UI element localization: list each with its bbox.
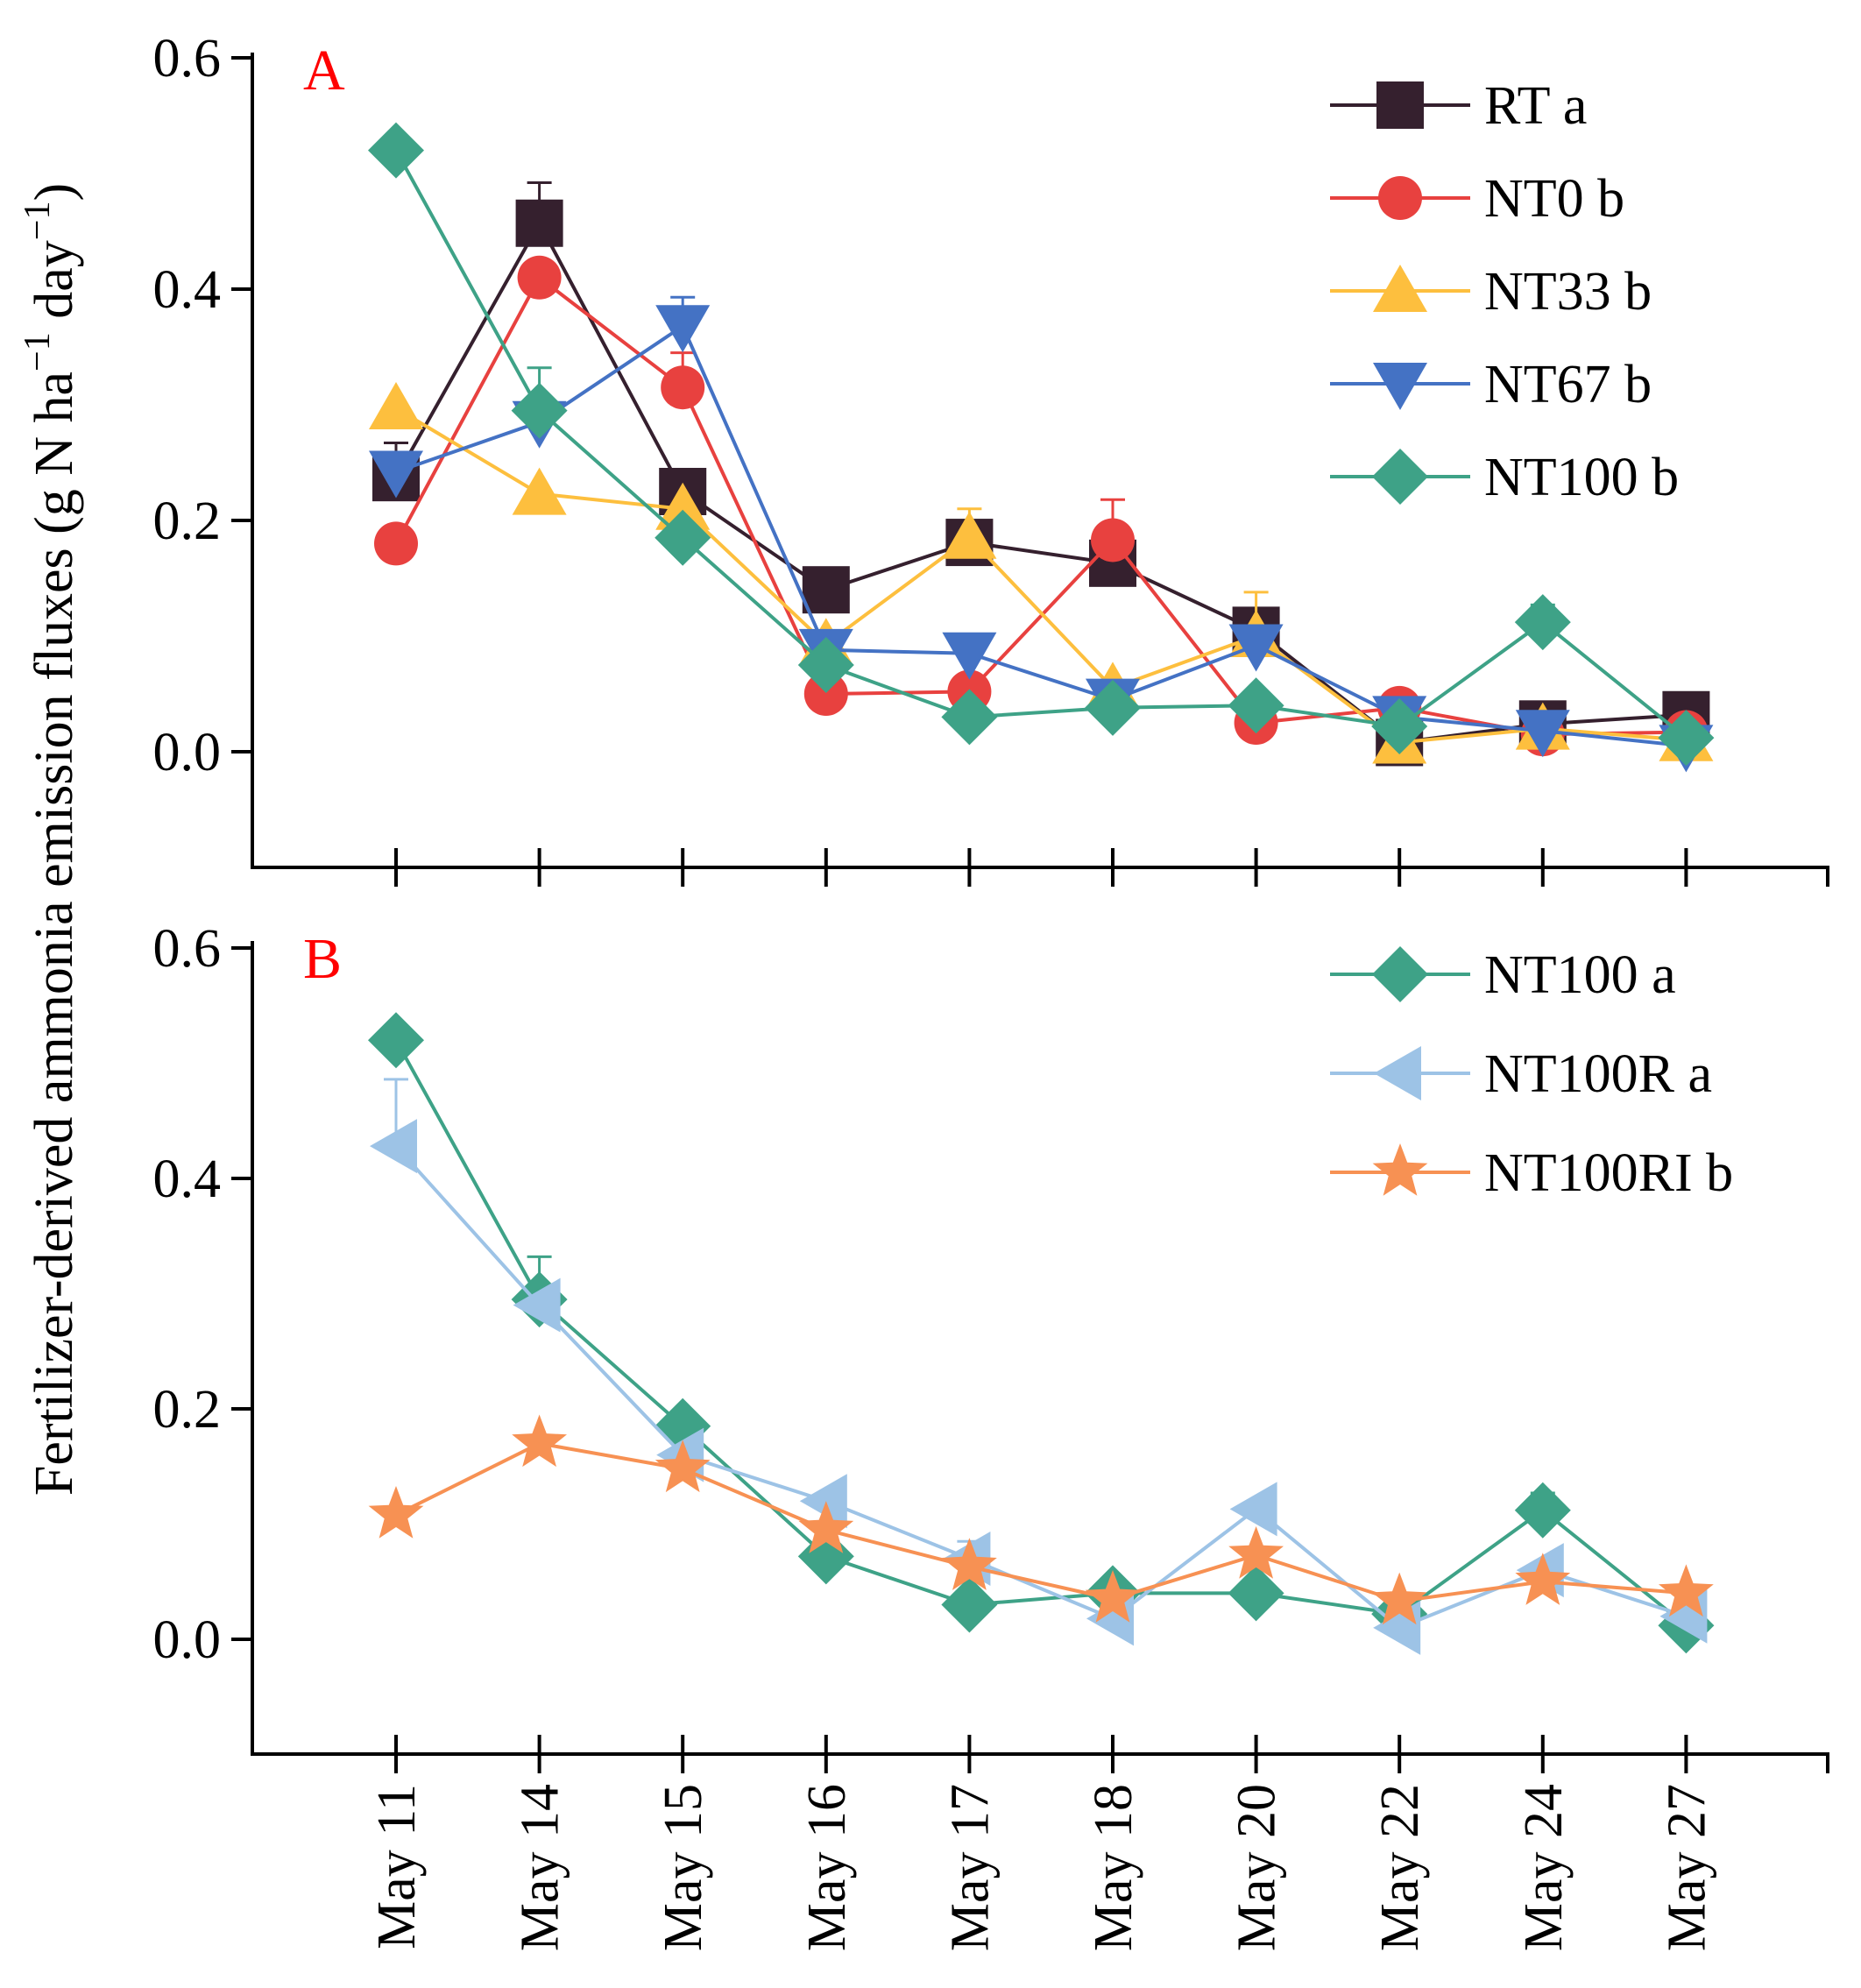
y-tick-label: 0.6 (153, 29, 222, 88)
legend-label: NT33 b (1484, 262, 1652, 322)
data-point (655, 1440, 711, 1493)
legend-marker (1378, 176, 1422, 220)
series-line (394, 1144, 1688, 1631)
data-point (1371, 697, 1428, 754)
data-point (655, 482, 711, 530)
series-nt100ri-b (368, 1414, 1714, 1625)
data-point (370, 1119, 417, 1174)
series-line (394, 274, 1687, 737)
data-point (369, 381, 423, 429)
data-point (1514, 1482, 1571, 1539)
legend: RT a NT0 b NT33 b NT67 b NT100 b (1330, 76, 1679, 507)
data-point (368, 1012, 424, 1069)
legend-marker (1374, 1046, 1421, 1100)
data-point (512, 1414, 567, 1468)
y-tick-label: 0.0 (153, 1610, 222, 1670)
data-point (374, 521, 418, 566)
data-point (368, 122, 424, 179)
x-tick-label: May 22 (1370, 1784, 1430, 1951)
y-tick-label: 0.4 (153, 1150, 222, 1209)
data-point (512, 467, 567, 515)
legend-marker (1373, 265, 1427, 312)
series-line (394, 407, 1687, 745)
legend: NT100 a NT100R a NT100RI b (1330, 945, 1733, 1203)
data-point (369, 450, 423, 499)
data-point (1228, 624, 1284, 672)
data-point (942, 632, 997, 680)
data-point (803, 672, 848, 716)
data-point (941, 689, 998, 746)
x-tick-label: May 11 (367, 1784, 427, 1949)
x-tick-label: May 17 (940, 1784, 1000, 1951)
panel-label: B (303, 927, 342, 991)
x-tick-label: May 14 (511, 1784, 570, 1951)
data-point (941, 1576, 998, 1633)
series-line (394, 149, 1688, 739)
data-point (1091, 518, 1135, 562)
data-point (1659, 1564, 1714, 1617)
data-point (942, 1538, 997, 1590)
data-point (1514, 594, 1571, 651)
series-line (394, 1039, 1688, 1627)
panel-b: 0.0 0.2 0.4 0.6 B NT100 a NT100R a NT100RI b (153, 919, 1829, 1773)
y-tick-label: 0.2 (153, 492, 222, 551)
data-point (517, 255, 562, 300)
legend-marker (1376, 81, 1424, 129)
legend-label: NT100R a (1484, 1044, 1712, 1104)
data-point (797, 637, 854, 693)
data-point (798, 1501, 854, 1553)
legend-label: NT100 a (1484, 945, 1676, 1005)
y-tick-label: 0.4 (153, 260, 222, 320)
series-line (394, 219, 1687, 745)
data-point (1658, 710, 1715, 767)
data-point (513, 1277, 561, 1333)
x-tick-label: May 24 (1514, 1784, 1574, 1951)
data-point (1228, 1565, 1284, 1622)
data-point (515, 199, 563, 247)
x-tick-label: May 16 (797, 1784, 857, 1951)
series-line (395, 323, 1687, 748)
legend-label: RT a (1484, 76, 1587, 136)
data-point (1515, 1553, 1571, 1605)
data-point (1085, 1570, 1141, 1623)
data-point (655, 305, 711, 353)
data-point (1229, 1482, 1277, 1537)
data-point (511, 382, 568, 439)
data-point (1515, 710, 1570, 758)
x-tick-label: May 18 (1084, 1784, 1143, 1951)
data-point (942, 511, 997, 559)
legend-marker (1373, 363, 1427, 410)
data-point (368, 1486, 424, 1539)
x-tick-label: May 27 (1657, 1784, 1716, 1951)
series-nt100-b (368, 122, 1715, 767)
y-tick-label: 0.6 (153, 919, 222, 979)
x-tick-labels: May 11 May 14 May 15 May 16 May 17 May 18 May … (367, 1784, 1716, 1951)
legend-label: NT67 b (1484, 355, 1652, 414)
data-point (1228, 677, 1284, 734)
data-point (661, 365, 705, 410)
legend-marker (1372, 449, 1428, 505)
data-point (799, 1474, 847, 1529)
x-tick-label: May 15 (654, 1784, 713, 1951)
panel-a: 0.0 0.2 0.4 0.6 A RT a NT0 b NT33 b NT67 b NT100 … (153, 29, 1829, 887)
y-tick-label: 0.0 (153, 723, 222, 782)
legend-marker (1372, 1143, 1428, 1196)
series-line (395, 1441, 1687, 1603)
legend-label: NT100 b (1484, 448, 1679, 507)
legend-label: NT0 b (1484, 169, 1624, 229)
y-tick-label: 0.2 (153, 1380, 222, 1440)
legend-label: NT100RI b (1484, 1143, 1733, 1203)
data-point (1371, 1572, 1427, 1625)
data-point (1228, 1526, 1284, 1579)
legend-marker (1372, 946, 1428, 1002)
x-tick-label: May 20 (1228, 1784, 1287, 1951)
data-point (1085, 679, 1141, 736)
y-axis-title: Fertilizer-derived ammonia emission flux… (18, 183, 84, 1496)
panel-label: A (303, 39, 345, 103)
series-nt100-a (368, 1012, 1715, 1654)
data-point (802, 566, 850, 614)
data-point (655, 509, 711, 566)
